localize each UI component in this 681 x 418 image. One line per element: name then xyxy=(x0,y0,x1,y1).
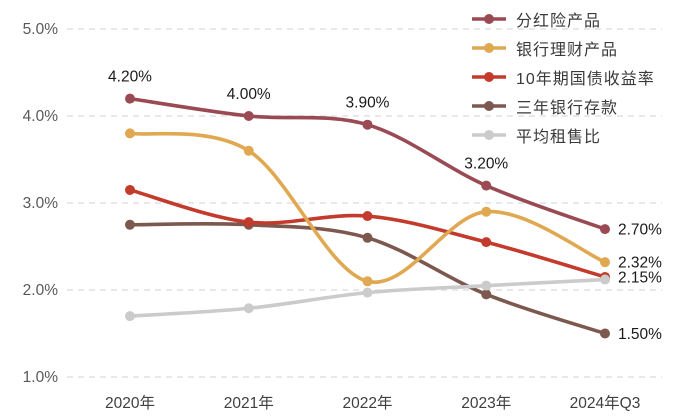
legend-dot xyxy=(484,13,494,24)
legend-dot xyxy=(484,100,494,111)
data-label: 1.50% xyxy=(618,326,662,343)
y-tick-label: 4.0% xyxy=(23,108,59,125)
data-point xyxy=(243,303,254,314)
legend-dot xyxy=(484,71,494,82)
y-tick-label: 5.0% xyxy=(23,21,59,38)
data-point xyxy=(362,211,373,222)
y-tick-label: 1.0% xyxy=(23,369,59,386)
data-label: 4.00% xyxy=(227,86,271,103)
data-point xyxy=(600,224,610,235)
x-tick-label: 2022年 xyxy=(343,394,393,412)
data-point xyxy=(481,289,492,300)
x-tick-label: 2024年Q3 xyxy=(570,394,641,412)
data-point xyxy=(243,111,254,121)
data-label: 2.32% xyxy=(618,255,662,272)
data-point xyxy=(362,287,373,298)
legend-item[interactable]: 分红险产品 xyxy=(471,4,655,33)
legend-item[interactable]: 平均租售比 xyxy=(471,120,655,149)
data-point xyxy=(243,145,254,156)
data-label: 2.15% xyxy=(618,269,662,286)
legend-line-dot-icon xyxy=(472,100,506,111)
data-point xyxy=(481,206,492,217)
legend: 分红险产品银行理财产品 10年期国债收益率 三年银行存款 平均租售比 xyxy=(471,4,655,149)
data-label: 3.90% xyxy=(346,95,390,112)
data-point xyxy=(125,219,135,230)
y-tick-label: 3.0% xyxy=(23,195,59,212)
data-point xyxy=(481,237,492,248)
legend-label: 三年银行存款 xyxy=(516,99,619,117)
legend-line-dot-icon xyxy=(472,13,506,24)
legend-item[interactable]: 银行理财产品 xyxy=(471,33,655,62)
x-tick-label: 2023年 xyxy=(461,394,511,412)
data-label: 4.20% xyxy=(108,69,152,86)
data-point xyxy=(481,180,492,191)
data-point xyxy=(125,311,135,322)
data-point xyxy=(362,119,373,130)
legend-line-dot-icon xyxy=(472,129,506,140)
legend-dot xyxy=(484,129,494,140)
series-line xyxy=(128,131,607,284)
data-point xyxy=(600,328,610,339)
legend-label: 10年期国债收益率 xyxy=(516,70,655,88)
x-tick-label: 2020年 xyxy=(105,394,155,412)
data-point xyxy=(243,217,254,228)
y-tick-label: 2.0% xyxy=(23,282,59,299)
legend-line-dot-icon xyxy=(472,71,506,82)
data-point xyxy=(600,274,610,285)
legend-label: 银行理财产品 xyxy=(516,41,619,59)
data-point xyxy=(125,184,135,195)
data-point xyxy=(481,280,492,291)
legend-item[interactable]: 10年期国债收益率 xyxy=(471,62,655,91)
data-point xyxy=(125,93,135,104)
legend-label: 分红险产品 xyxy=(516,12,602,30)
data-label: 3.20% xyxy=(464,156,508,173)
x-tick-label: 2021年 xyxy=(224,394,274,412)
data-point xyxy=(125,128,135,139)
legend-line-dot-icon xyxy=(472,42,506,53)
data-label: 2.70% xyxy=(618,222,662,239)
legend-dot xyxy=(484,42,494,53)
data-point xyxy=(362,276,373,287)
legend-item[interactable]: 三年银行存款 xyxy=(471,91,655,120)
legend-label: 平均租售比 xyxy=(516,128,602,146)
data-point xyxy=(362,232,373,243)
data-point xyxy=(600,257,610,268)
